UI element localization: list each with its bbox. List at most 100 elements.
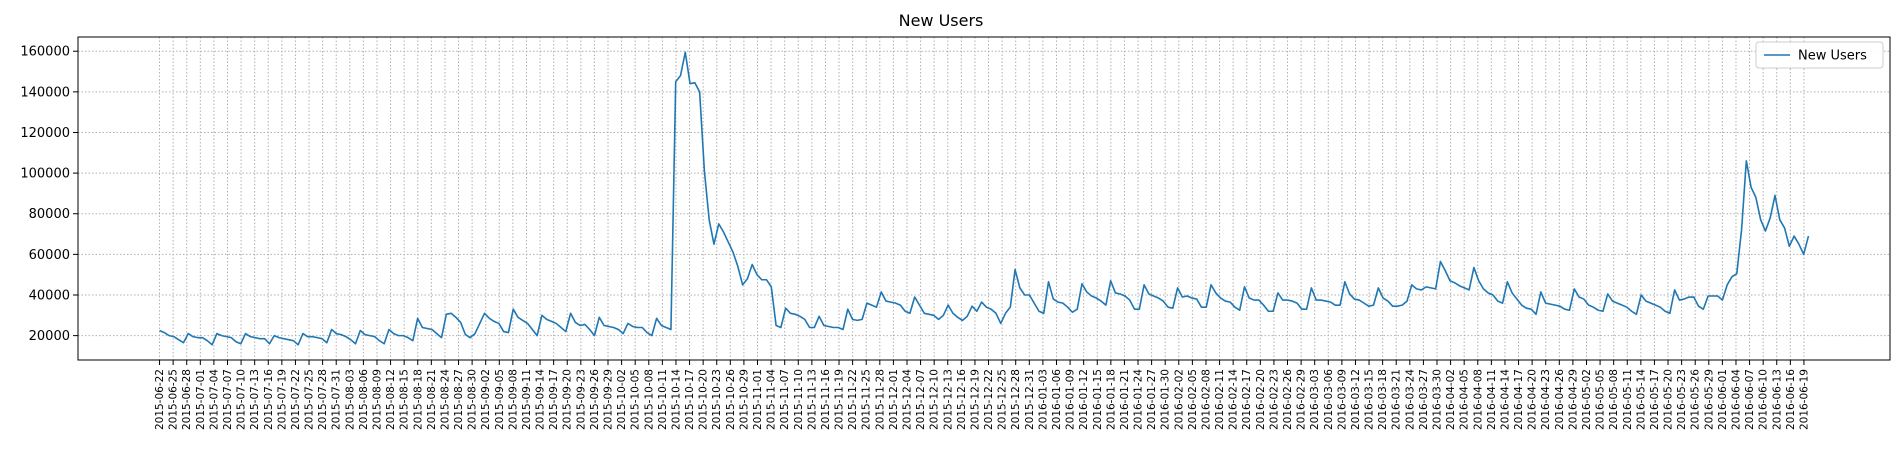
- legend-box: [1755, 41, 1884, 69]
- y-tick-label: 20000: [29, 329, 70, 344]
- x-tick-label: 2016-02-02: [1173, 369, 1185, 430]
- x-tick-label: 2015-12-04: [901, 369, 913, 430]
- x-tick-label: 2015-11-07: [779, 369, 791, 430]
- x-tick-label: 2016-03-03: [1309, 369, 1321, 430]
- x-tick-label: 2016-02-11: [1214, 369, 1226, 430]
- x-tick-label: 2015-07-10: [236, 369, 248, 430]
- x-tick-label: 2016-01-15: [1092, 369, 1104, 430]
- x-tick-label: 2015-11-01: [752, 369, 764, 430]
- x-tick-label: 2016-01-09: [1065, 369, 1077, 430]
- x-tick-label: 2015-07-13: [249, 369, 261, 430]
- x-tick-label: 2015-11-25: [861, 369, 873, 430]
- y-tick-label: 140000: [20, 85, 70, 100]
- x-tick-label: 2016-03-12: [1350, 369, 1362, 430]
- x-tick-label: 2015-07-28: [317, 369, 329, 430]
- x-tick-label: 2016-01-27: [1146, 369, 1158, 430]
- x-tick-label: 2015-08-30: [467, 369, 479, 430]
- x-tick-label: 2015-12-10: [929, 369, 941, 430]
- y-axis: 20000 40000 60000 80000 100000 120000 140000 16…: [20, 45, 78, 344]
- x-tick-label: 2015-08-15: [399, 369, 411, 430]
- plot-frame: [77, 36, 1891, 361]
- x-tick-label: 2015-08-27: [453, 369, 465, 430]
- x-tick-label: 2015-07-31: [331, 369, 343, 430]
- x-tick-label: 2015-06-22: [154, 369, 166, 430]
- x-tick-label: 2016-03-24: [1404, 369, 1416, 430]
- x-tick-label: 2015-10-11: [657, 369, 669, 430]
- x-tick-label: 2016-04-17: [1513, 369, 1525, 430]
- x-tick-label: 2015-07-01: [195, 369, 207, 430]
- x-tick-label: 2015-07-04: [208, 369, 220, 430]
- x-tick-label: 2016-03-21: [1391, 369, 1403, 430]
- x-tick-label: 2015-10-29: [738, 369, 750, 430]
- x-tick-label: 2016-01-06: [1051, 369, 1063, 430]
- x-tick-label: 2016-04-29: [1567, 369, 1579, 430]
- x-tick-label: 2015-12-16: [956, 369, 968, 430]
- x-tick-label: 2015-10-23: [711, 369, 723, 430]
- x-tick-label: 2015-08-09: [371, 369, 383, 430]
- x-tick-label: 2015-08-12: [385, 369, 397, 430]
- x-tick-label: 2016-04-02: [1445, 369, 1457, 430]
- x-tick-label: 2015-10-02: [616, 369, 628, 430]
- x-tick-label: 2015-10-20: [698, 369, 710, 430]
- x-tick-label: 2015-12-19: [969, 369, 981, 430]
- x-axis: 2015-06-22 2015-06-25 2015-06-28 2015-07-01…: [154, 360, 1810, 430]
- x-tick-label: 2016-04-20: [1527, 369, 1539, 430]
- x-tick-label: 2016-04-11: [1486, 369, 1498, 430]
- x-tick-label: 2016-06-10: [1758, 369, 1770, 430]
- x-tick-label: 2015-07-19: [276, 369, 288, 430]
- x-tick-label: 2016-01-30: [1160, 369, 1172, 430]
- x-tick-label: 2015-09-17: [548, 369, 560, 430]
- y-tick-label: 160000: [20, 45, 70, 60]
- x-tick-label: 2016-04-26: [1554, 369, 1566, 430]
- legend: New Users: [1755, 41, 1884, 69]
- x-tick-label: 2016-04-08: [1472, 369, 1484, 430]
- x-tick-label: 2015-11-16: [820, 369, 832, 430]
- x-tick-label: 2016-01-21: [1119, 369, 1131, 430]
- x-tick-label: 2016-02-14: [1228, 369, 1240, 430]
- x-tick-label: 2015-06-28: [181, 369, 193, 430]
- x-tick-label: 2015-11-22: [847, 369, 859, 430]
- x-tick-label: 2016-06-19: [1798, 369, 1810, 430]
- x-tick-label: 2015-11-28: [874, 369, 886, 430]
- y-tick-label: 40000: [29, 288, 70, 303]
- x-tick-label: 2016-04-05: [1459, 369, 1471, 430]
- x-tick-label: 2016-05-17: [1649, 369, 1661, 430]
- y-tick-label: 120000: [20, 126, 70, 141]
- x-tick-label: 2016-01-03: [1037, 369, 1049, 430]
- x-tick-label: 2015-09-23: [575, 369, 587, 430]
- x-tick-label: 2015-11-13: [806, 369, 818, 430]
- x-tick-label: 2016-02-23: [1268, 369, 1280, 430]
- x-tick-label: 2016-05-08: [1608, 369, 1620, 430]
- series-line-new-users: [159, 51, 1810, 346]
- x-tick-label: 2015-12-31: [1024, 369, 1036, 430]
- x-tick-label: 2015-06-25: [168, 369, 180, 430]
- x-tick-label: 2016-02-17: [1241, 369, 1253, 430]
- x-tick-label: 2016-01-12: [1078, 369, 1090, 430]
- x-tick-label: 2015-10-26: [725, 369, 737, 430]
- x-tick-label: 2016-02-29: [1296, 369, 1308, 430]
- x-tick-label: 2015-12-13: [942, 369, 954, 430]
- x-tick-label: 2016-05-14: [1635, 369, 1647, 430]
- x-tick-label: 2016-04-23: [1540, 369, 1552, 430]
- series-layer: [159, 51, 1810, 346]
- x-tick-label: 2016-02-20: [1255, 369, 1267, 430]
- x-tick-label: 2016-05-11: [1622, 369, 1634, 430]
- x-tick-label: 2015-07-25: [304, 369, 316, 430]
- x-tick-label: 2015-09-20: [562, 369, 574, 430]
- x-tick-label: 2015-12-28: [1010, 369, 1022, 430]
- x-tick-label: 2015-09-26: [589, 369, 601, 430]
- x-tick-label: 2016-05-20: [1663, 369, 1675, 430]
- x-tick-label: 2016-06-07: [1744, 369, 1756, 430]
- x-tick-label: 2015-09-08: [507, 369, 519, 430]
- x-tick-label: 2016-02-08: [1200, 369, 1212, 430]
- x-tick-label: 2015-10-14: [670, 369, 682, 430]
- y-tick-label: 60000: [29, 248, 70, 263]
- x-tick-label: 2016-05-05: [1595, 369, 1607, 430]
- x-tick-label: 2015-08-06: [358, 369, 370, 430]
- x-tick-label: 2016-03-18: [1377, 369, 1389, 430]
- x-tick-label: 2016-03-06: [1323, 369, 1335, 430]
- x-tick-label: 2015-12-01: [888, 369, 900, 430]
- y-tick-label: 80000: [29, 207, 70, 222]
